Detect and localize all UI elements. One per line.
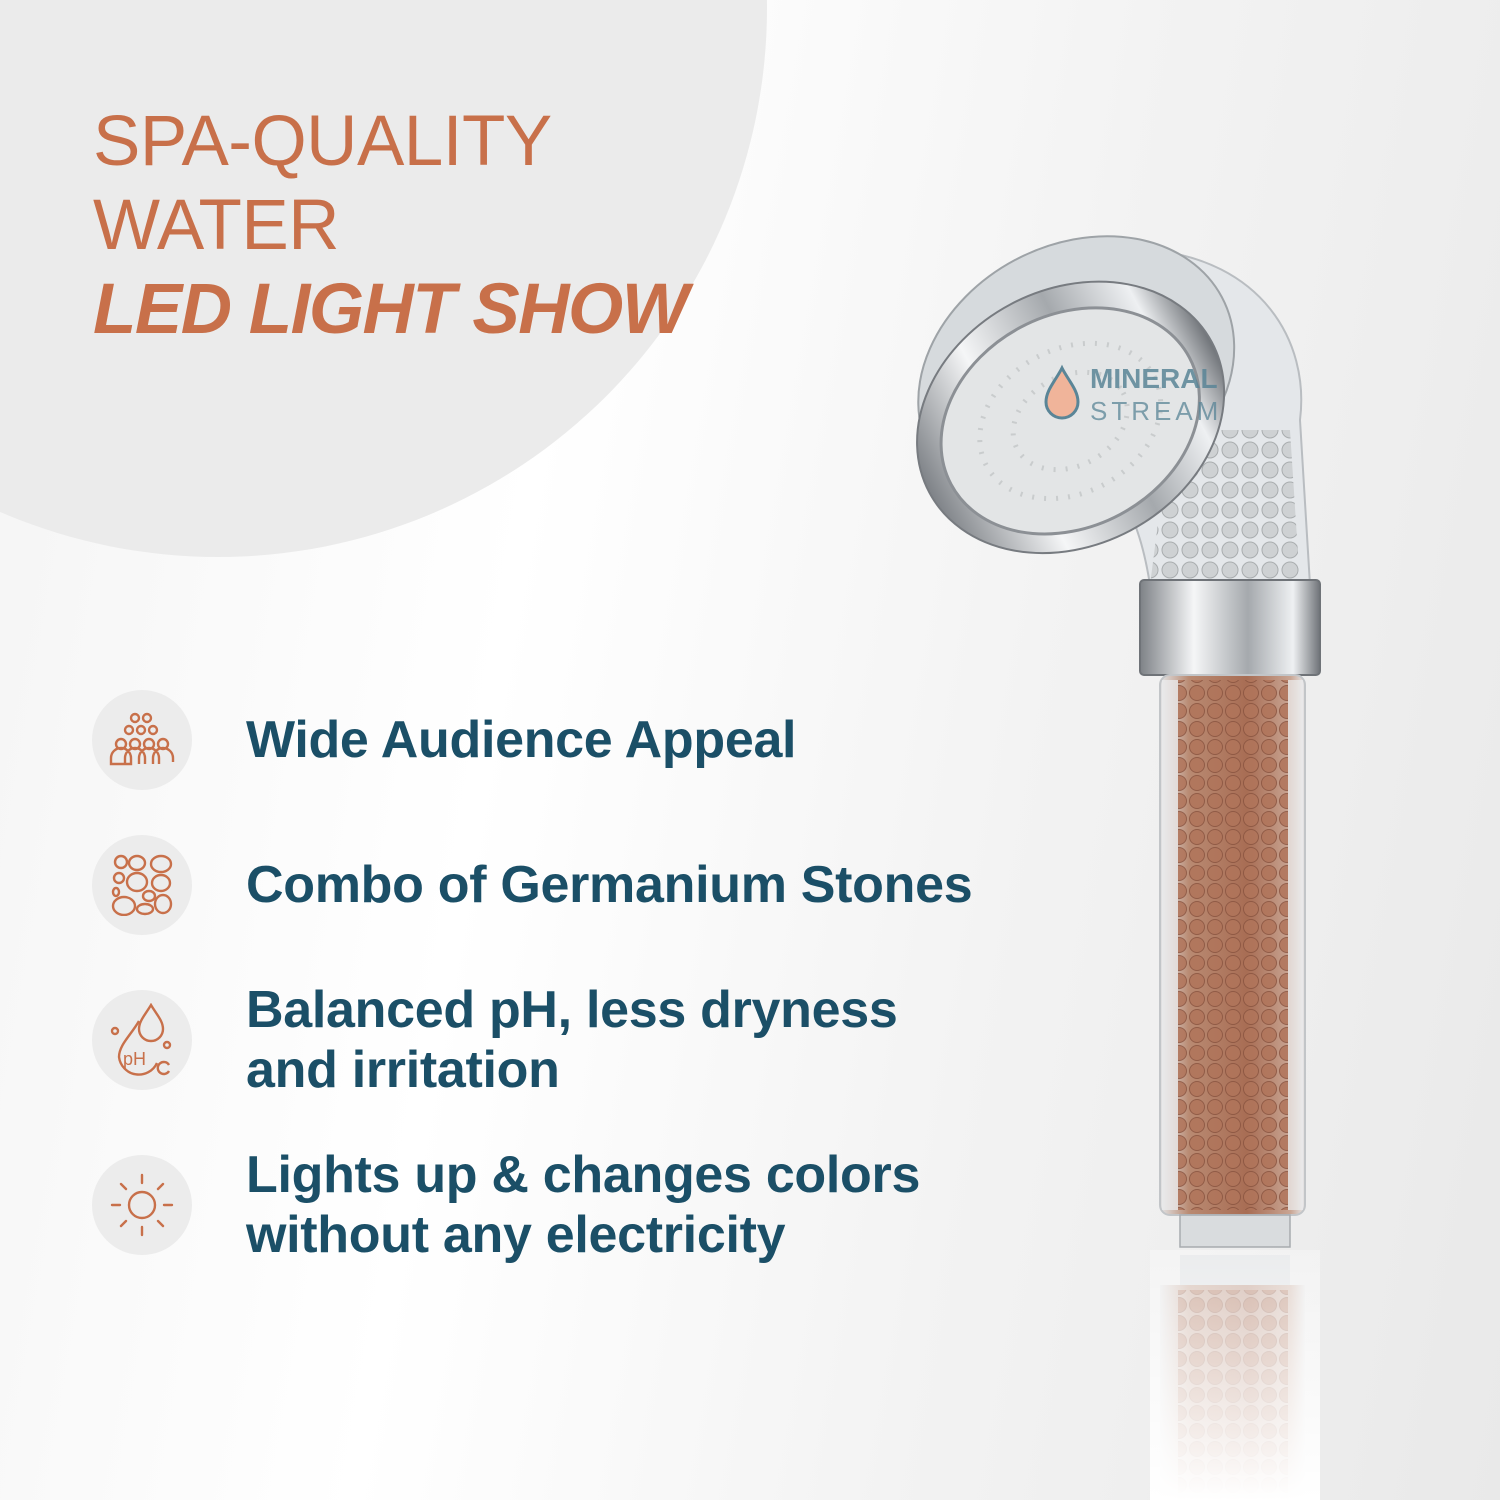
svg-text:pH: pH	[123, 1049, 146, 1069]
feature-text-line-2: without any electricity	[246, 1206, 786, 1264]
product-reflection	[1150, 1250, 1320, 1500]
stones-icon	[92, 835, 192, 935]
feature-text: Lights up & changes colors without any e…	[246, 1145, 920, 1265]
people-group-icon	[92, 690, 192, 790]
feature-germanium-stones: Combo of Germanium Stones	[92, 835, 973, 935]
feature-text: Combo of Germanium Stones	[246, 856, 973, 914]
feature-balanced-ph: pH Balanced pH, less dryness and irritat…	[92, 980, 898, 1100]
headline: SPA-QUALITY WATER LED LIGHT SHOW	[93, 100, 689, 352]
germanium-stones	[1178, 680, 1288, 1210]
background-circle	[0, 0, 767, 557]
sun-icon	[92, 1155, 192, 1255]
headline-line-3: LED LIGHT SHOW	[93, 270, 689, 349]
mineral-stream-logo: MINERAL STREAM	[1044, 363, 1222, 426]
feature-wide-audience: Wide Audience Appeal	[92, 690, 797, 790]
ph-drop-icon: pH	[92, 990, 192, 1090]
feature-text: Wide Audience Appeal	[246, 711, 797, 769]
shower-head	[916, 235, 1236, 555]
headline-line-1: SPA-QUALITY	[93, 102, 552, 181]
feature-text-line-1: Balanced pH, less dryness	[246, 981, 898, 1039]
feature-lights-up: Lights up & changes colors without any e…	[92, 1145, 920, 1265]
headline-line-2: WATER	[93, 186, 339, 265]
feature-text-line-1: Lights up & changes colors	[246, 1146, 921, 1204]
feature-text-line-2: and irritation	[246, 1041, 560, 1099]
feature-text: Balanced pH, less dryness and irritation	[246, 980, 898, 1100]
logo-drop-icon	[1044, 364, 1080, 420]
chrome-collar	[1139, 579, 1321, 676]
logo-line-2: STREAM	[1090, 396, 1222, 426]
logo-line-1: MINERAL	[1090, 363, 1218, 394]
thread-connector	[1179, 1214, 1291, 1248]
